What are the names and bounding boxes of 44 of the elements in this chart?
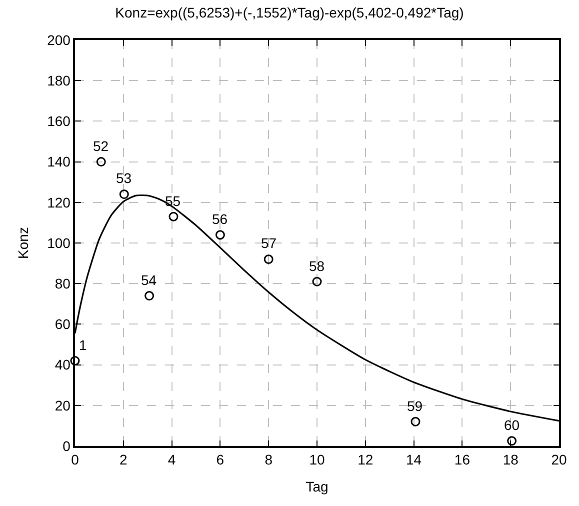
point [168, 212, 178, 222]
point [119, 190, 129, 200]
point [264, 254, 274, 264]
y-tick-label: 40 [54, 356, 71, 373]
x-tick-label: 8 [264, 452, 273, 468]
annotation: 52 [93, 138, 109, 154]
annotation: 55 [165, 193, 181, 209]
y-tick-label: 0 [62, 438, 71, 454]
y-tick-label: 120 [47, 194, 71, 210]
x-tick-label: 18 [502, 452, 519, 468]
annotation: 56 [212, 211, 228, 227]
y-tick-label: 100 [47, 234, 71, 251]
x-tick-label: 4 [168, 452, 176, 468]
point [312, 276, 322, 286]
y-tick-label: 140 [47, 154, 71, 170]
point [70, 356, 80, 366]
point [96, 157, 106, 167]
point [507, 436, 517, 446]
y-tick-label: 160 [47, 113, 71, 130]
x-tick-label: 14 [406, 452, 422, 468]
point [410, 416, 420, 426]
x-tick-label: 12 [358, 452, 374, 468]
chart-title: Konz=exp((5,6253)+(-,1552)*Tag)-exp(5,402-0,492*Tag) [115, 4, 464, 20]
y-tick-label: 200 [47, 32, 71, 48]
y-tick-label: 60 [54, 316, 71, 332]
x-tick-label: 6 [216, 452, 224, 468]
x-tick-label: 2 [120, 452, 128, 468]
annotation: 59 [407, 398, 423, 414]
x-tick-label: 10 [309, 452, 325, 468]
annotation: 53 [116, 170, 132, 186]
annotation: 57 [261, 235, 277, 251]
x-tick-label: 16 [454, 452, 470, 468]
point [144, 291, 154, 301]
annotation: 60 [504, 417, 520, 433]
point [215, 230, 225, 240]
annotation: 58 [309, 258, 325, 274]
y-axis-title: Konz [15, 227, 32, 259]
x-tick-label: 20 [551, 452, 567, 468]
annotation: 1 [79, 337, 87, 353]
y-tick-label: 80 [54, 276, 71, 292]
y-tick-label: 180 [47, 72, 71, 88]
y-tick-label: 20 [54, 397, 71, 414]
annotation: 54 [141, 272, 157, 288]
x-axis-title: Tag [306, 478, 328, 494]
